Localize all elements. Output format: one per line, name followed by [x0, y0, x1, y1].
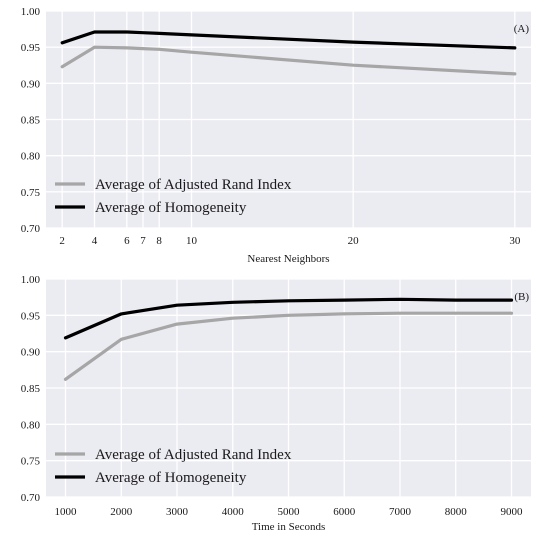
panel-annotation: (A) — [514, 23, 530, 35]
x-tick-label: 2000 — [110, 506, 133, 518]
y-tick-label: 0.80 — [21, 151, 41, 163]
y-tick-label: 0.70 — [21, 492, 41, 504]
y-tick-label: 0.95 — [21, 310, 41, 322]
legend-label: Average of Adjusted Rand Index — [95, 447, 292, 463]
y-tick-label: 0.85 — [21, 383, 41, 395]
x-tick-label: 7000 — [389, 506, 412, 518]
x-tick-label: 1000 — [55, 506, 78, 518]
x-tick-label: 6000 — [333, 506, 356, 518]
x-tick-label: 7 — [140, 235, 146, 247]
x-tick-label: 20 — [348, 235, 360, 247]
legend-label: Average of Adjusted Rand Index — [95, 177, 292, 193]
x-tick-label: 4000 — [222, 506, 245, 518]
legend-label: Average of Homogeneity — [95, 470, 247, 486]
y-tick-label: 1.00 — [21, 6, 41, 18]
x-tick-label: 4 — [92, 235, 98, 247]
legend-label: Average of Homogeneity — [95, 200, 247, 216]
x-tick-label: 2 — [59, 235, 65, 247]
x-tick-label: 5000 — [278, 506, 301, 518]
chart-panel-a: 0.70 0.75 0.80 0.85 0.90 0.95 1.00 2 4 6 7 8 10 20 30 (… — [21, 6, 531, 265]
legend: Average of Adjusted Rand Index Average of… — [55, 447, 292, 486]
x-tick-label: 10 — [186, 235, 198, 247]
y-tick-label: 0.90 — [21, 78, 41, 90]
x-tick-label: 8000 — [445, 506, 468, 518]
x-tick-label: 6 — [124, 235, 130, 247]
x-axis-label: Time in Seconds — [252, 521, 326, 533]
y-tick-label: 1.00 — [21, 274, 41, 286]
x-tick-label: 3000 — [166, 506, 189, 518]
x-axis-label: Nearest Neighbors — [247, 253, 329, 265]
y-tick-label: 0.95 — [21, 42, 41, 54]
series-line-adjusted-rand-index — [63, 311, 514, 381]
series-line-adjusted-rand-index — [60, 45, 517, 76]
x-tick-label: 8 — [156, 235, 162, 247]
y-tick-label: 0.90 — [21, 347, 41, 359]
series-line-homogeneity — [60, 30, 517, 50]
y-tick-label: 0.75 — [21, 456, 41, 468]
y-tick-label: 0.85 — [21, 115, 41, 127]
y-tick-label: 0.70 — [21, 223, 41, 235]
x-tick-label: 30 — [509, 235, 521, 247]
panel-annotation: (B) — [514, 291, 529, 303]
series-line-homogeneity — [63, 297, 514, 340]
y-tick-label: 0.75 — [21, 187, 41, 199]
x-tick-label: 9000 — [500, 506, 523, 518]
chart-panel-b: 0.70 0.75 0.80 0.85 0.90 0.95 1.00 1000 2000 3000… — [21, 274, 531, 533]
y-tick-label: 0.80 — [21, 419, 41, 431]
legend: Average of Adjusted Rand Index Average of… — [55, 177, 292, 216]
